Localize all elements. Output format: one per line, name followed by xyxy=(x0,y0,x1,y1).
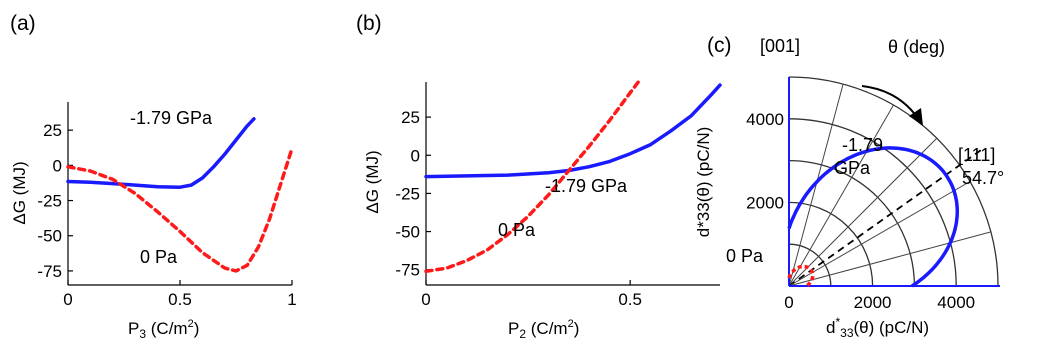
theta-arrowhead-icon xyxy=(909,108,923,126)
x-tick-label-c: 2000 xyxy=(854,293,892,312)
y-tick-label-b: -25 xyxy=(395,184,420,203)
panel-b: (b) 0 0.5 25 0 -25 -50 -75 -1.79 GPa 0 Pa P2 (… xyxy=(356,12,722,341)
x-tick-label-a: 0.5 xyxy=(168,290,192,309)
series-line-red-a xyxy=(66,146,294,273)
panel-c: (c) 0 2000 4000 2000 4000 [001] θ (deg) [111… xyxy=(694,34,1004,340)
y-tick-label-a: 25 xyxy=(43,121,62,140)
series-label-red-b: 0 Pa xyxy=(498,220,536,240)
y-tick-label-c: 4000 xyxy=(746,110,784,129)
polar-spoke xyxy=(788,104,894,287)
x-tick-label-c: 0 xyxy=(784,293,793,312)
y-tick-label-b: 25 xyxy=(401,108,420,127)
x-axis-title-c: d*33(θ) (pC/N) xyxy=(826,315,929,340)
series-label-blue-b: -1.79 GPa xyxy=(545,176,628,196)
panel-a: (a) 0 0.5 1 25 0 -25 -50 -75 -1.79 GPa 0 Pa P3 … xyxy=(10,12,297,341)
series-line-blue-a xyxy=(66,117,256,189)
y-axis-title-c: d*33(θ) (pC/N) xyxy=(694,127,713,238)
y-axis-title-b: ΔG (MJ) xyxy=(363,150,382,213)
panel-label-a: (a) xyxy=(10,12,36,35)
y-tick-label-a: -25 xyxy=(37,192,62,211)
x-tick-label-b: 0 xyxy=(421,290,430,309)
x-tick-label-a: 0 xyxy=(63,290,72,309)
dir-001-label: [001] xyxy=(760,36,800,56)
y-tick-label-c: 2000 xyxy=(746,193,784,212)
series-label-red-a: 0 Pa xyxy=(140,247,178,267)
panel-label-b: (b) xyxy=(356,12,382,35)
series-line-blue-b xyxy=(424,83,722,179)
panel-label-c: (c) xyxy=(707,34,732,57)
y-tick-label-a: -50 xyxy=(37,227,62,246)
series-line-red-b xyxy=(424,80,641,274)
x-tick-label-a: 1 xyxy=(287,290,296,309)
series-label-blue-a: -1.79 GPa xyxy=(130,108,213,128)
series-line-red-c xyxy=(787,264,815,288)
series-line-blue-c xyxy=(787,146,960,288)
x-tick-label-c: 4000 xyxy=(937,293,975,312)
series-label-red-c: 0 Pa xyxy=(726,246,764,266)
polar-spoke xyxy=(788,231,992,287)
angle-111-label: 54.7° xyxy=(962,168,1004,188)
y-axis-title-a: ΔG (MJ) xyxy=(10,161,29,224)
theta-label: θ (deg) xyxy=(888,37,945,57)
y-tick-label-b: -50 xyxy=(395,223,420,242)
y-tick-label-b: -75 xyxy=(395,261,420,280)
x-axis-title-b: P2 (C/m2) xyxy=(508,318,579,341)
y-tick-label-a: 0 xyxy=(53,156,62,175)
y-tick-label-b: 0 xyxy=(411,146,420,165)
polar-spoke xyxy=(788,137,938,287)
series-label-blue-c-1: -1.79 xyxy=(842,135,883,155)
polar-spoke xyxy=(788,181,971,287)
x-axis-title-a: P3 (C/m2) xyxy=(128,318,199,341)
y-tick-label-a: -75 xyxy=(37,262,62,281)
x-tick-label-b: 0.5 xyxy=(618,290,642,309)
dir-111-label: [111] xyxy=(958,145,995,165)
series-label-blue-c-2: GPa xyxy=(834,158,871,178)
theta-arrow-icon xyxy=(861,85,918,118)
dir-111-line xyxy=(788,147,984,287)
